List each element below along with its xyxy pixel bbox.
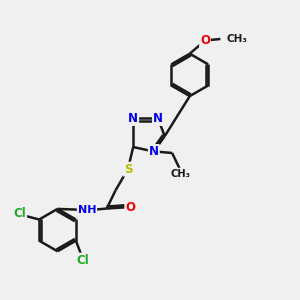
Text: Cl: Cl [14,207,26,220]
Text: O: O [125,201,135,214]
Text: N: N [153,112,163,125]
Text: O: O [200,34,210,47]
Text: N: N [149,145,159,158]
Text: CH₃: CH₃ [227,34,248,44]
Text: NH: NH [78,205,96,215]
Text: Cl: Cl [76,254,89,267]
Text: S: S [124,163,132,176]
Text: N: N [128,112,138,125]
Text: CH₃: CH₃ [171,169,191,178]
